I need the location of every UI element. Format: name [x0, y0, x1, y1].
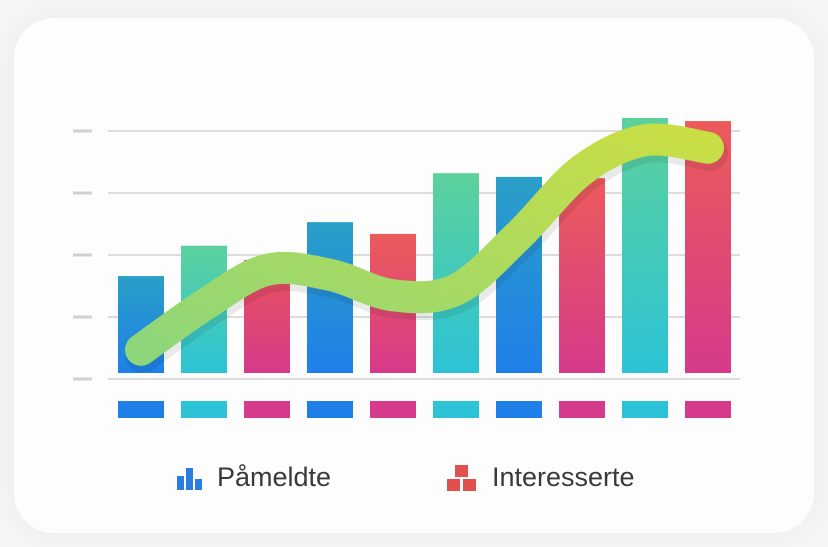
category-swatch-2	[181, 401, 227, 418]
category-swatch-5	[370, 401, 416, 418]
stacked-blocks-icon	[447, 464, 476, 491]
category-swatch-8	[559, 401, 605, 418]
category-swatch-6	[433, 401, 479, 418]
legend-item-pameldte: Påmeldte	[175, 462, 331, 493]
category-swatch-10	[685, 401, 731, 418]
category-swatch-1	[118, 401, 164, 418]
bar-4	[307, 222, 353, 373]
category-swatch-4	[307, 401, 353, 418]
category-swatch-7	[496, 401, 542, 418]
category-swatch-9	[622, 401, 668, 418]
legend-item-interesserte: Interesserte	[446, 462, 635, 493]
category-swatch-3	[244, 401, 290, 418]
trend-line	[125, 123, 724, 366]
bar-chart-icon	[177, 467, 202, 490]
legend-label: Påmeldte	[217, 462, 332, 492]
bar-8	[559, 178, 605, 373]
legend-label: Interesserte	[492, 462, 635, 492]
